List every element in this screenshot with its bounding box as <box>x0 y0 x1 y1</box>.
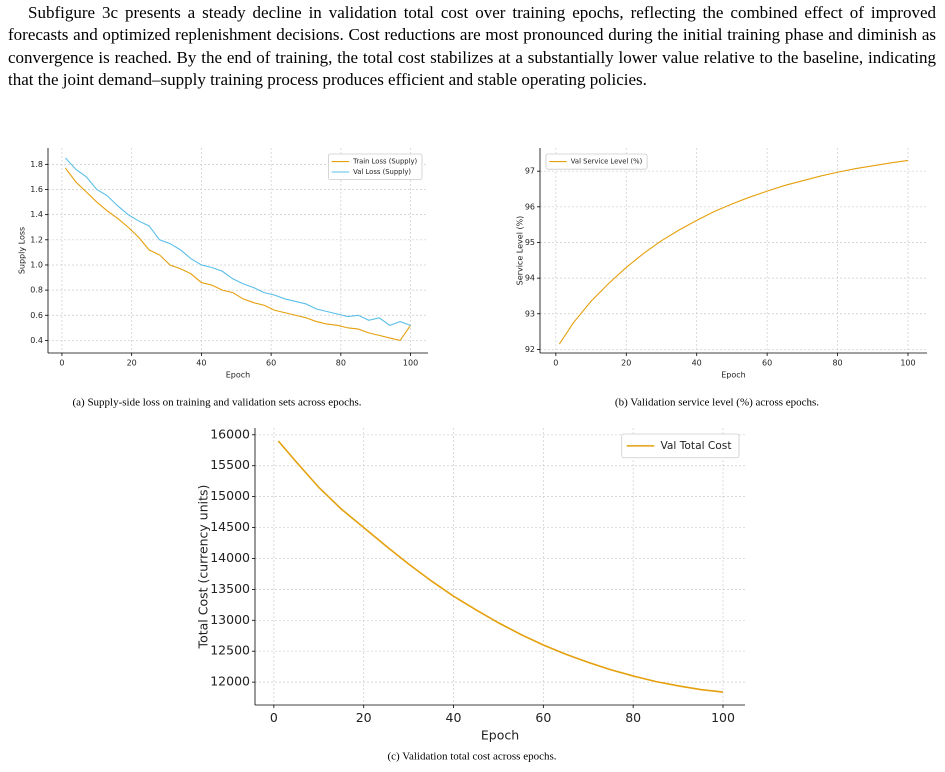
y-tick-label: 93 <box>525 309 535 318</box>
y-tick-label: 1.6 <box>30 185 43 194</box>
x-axis-label: Epoch <box>226 371 251 380</box>
x-tick-label: 60 <box>762 359 772 368</box>
x-axis-label: Epoch <box>721 371 746 380</box>
x-tick-label: 40 <box>196 359 206 368</box>
y-tick-label: 0.6 <box>30 311 43 320</box>
y-tick-label: 92 <box>525 345 535 354</box>
paragraph: Subfigure 3c presents a steady decline i… <box>8 3 936 89</box>
x-tick-label: 100 <box>900 359 915 368</box>
y-axis-label: Service Level (%) <box>516 216 525 286</box>
y-tick-label: 16000 <box>210 426 250 441</box>
y-axis-label: Supply Loss <box>18 227 27 274</box>
legend: Val Service Level (%) <box>545 153 648 170</box>
x-tick-label: 60 <box>535 710 551 725</box>
series-line <box>65 157 411 326</box>
y-tick-label: 13500 <box>210 581 250 596</box>
y-axis-label: Total Cost (currency units) <box>196 485 211 650</box>
y-tick-label: 0.8 <box>30 286 43 295</box>
y-tick-label: 12500 <box>210 643 250 658</box>
legend-frame <box>621 433 740 459</box>
legend-label: Val Service Level (%) <box>571 158 643 166</box>
legend: Train Loss (Supply) Val Loss (Supply) <box>327 153 423 181</box>
y-tick-label: 15000 <box>210 488 250 503</box>
x-tick-label: 80 <box>336 359 346 368</box>
y-tick-label: 14500 <box>210 519 250 534</box>
series-line <box>64 167 412 342</box>
y-tick-label: 14000 <box>210 550 250 565</box>
legend-frame <box>545 153 648 170</box>
y-tick-label: 96 <box>525 202 535 211</box>
y-tick-label: 1.4 <box>30 210 43 219</box>
legend: Val Total Cost <box>621 433 740 459</box>
x-tick-label: 80 <box>625 710 641 725</box>
y-tick-label: 15500 <box>210 457 250 472</box>
series-line <box>277 440 724 693</box>
y-tick-label: 12000 <box>210 674 250 689</box>
series-line <box>558 159 909 345</box>
y-tick-label: 1.0 <box>30 260 43 269</box>
x-tick-label: 100 <box>711 710 735 725</box>
legend-label: Val Loss (Supply) <box>353 168 411 176</box>
legend-frame <box>327 153 423 181</box>
x-tick-label: 20 <box>621 359 631 368</box>
y-tick-label: 0.4 <box>30 336 43 345</box>
y-tick-label: 1.2 <box>30 235 43 244</box>
x-tick-label: 80 <box>832 359 842 368</box>
y-tick-label: 13000 <box>210 612 250 627</box>
y-tick-label: 95 <box>525 238 535 247</box>
x-tick-label: 20 <box>127 359 137 368</box>
y-tick-label: 94 <box>525 274 535 283</box>
x-tick-label: 60 <box>266 359 276 368</box>
x-axis-label: Epoch <box>481 728 519 743</box>
y-tick-label: 1.8 <box>30 160 43 169</box>
caption: (a) Supply-side loss on training and val… <box>72 397 361 409</box>
legend-label: Train Loss (Supply) <box>352 158 417 166</box>
y-tick-label: 97 <box>525 167 535 176</box>
x-tick-label: 20 <box>356 710 372 725</box>
x-tick-label: 0 <box>270 710 278 725</box>
x-tick-label: 0 <box>553 359 558 368</box>
x-tick-label: 40 <box>692 359 702 368</box>
legend-label: Val Total Cost <box>661 439 732 452</box>
x-tick-label: 100 <box>403 359 418 368</box>
x-tick-label: 40 <box>446 710 462 725</box>
caption: (c) Validation total cost across epochs. <box>387 751 556 763</box>
x-tick-label: 0 <box>59 359 64 368</box>
caption: (b) Validation service level (%) across … <box>615 397 819 409</box>
